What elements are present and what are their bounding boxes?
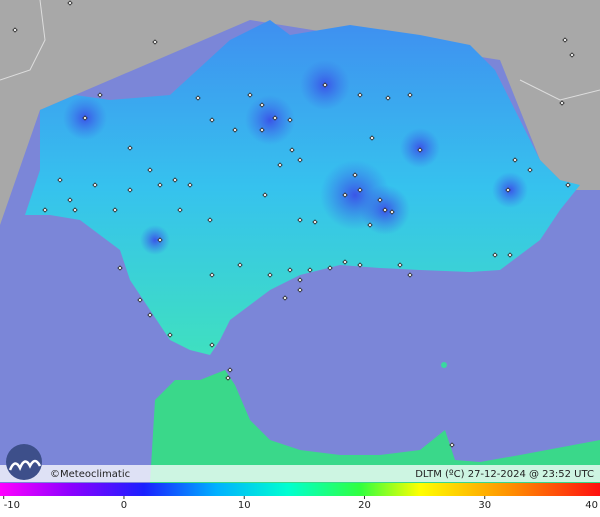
tick-label: 0 xyxy=(121,500,127,511)
andalusia xyxy=(25,20,580,355)
border xyxy=(0,0,46,81)
station xyxy=(327,265,333,271)
station xyxy=(289,147,295,153)
station xyxy=(352,172,358,178)
station xyxy=(449,442,455,448)
station xyxy=(377,197,383,203)
station xyxy=(207,217,213,223)
station xyxy=(72,207,78,213)
station xyxy=(42,207,48,213)
station xyxy=(272,115,278,121)
station xyxy=(297,277,303,283)
station xyxy=(97,92,103,98)
station xyxy=(297,287,303,293)
station xyxy=(357,187,363,193)
station xyxy=(227,367,233,373)
station xyxy=(137,297,143,303)
station xyxy=(209,272,215,278)
station xyxy=(259,102,265,108)
station xyxy=(385,95,391,101)
station xyxy=(297,217,303,223)
station xyxy=(282,295,288,301)
tick-label: 40 xyxy=(585,500,598,511)
station xyxy=(512,157,518,163)
land-outside xyxy=(0,0,600,225)
station xyxy=(67,197,73,203)
station xyxy=(167,332,173,338)
station xyxy=(287,117,293,123)
caption-bar xyxy=(0,465,600,482)
logo xyxy=(6,444,42,480)
station xyxy=(287,267,293,273)
station xyxy=(209,117,215,123)
caption: DLTM (ºC) 27-12-2024 @ 23:52 UTC xyxy=(415,469,594,480)
station xyxy=(225,375,231,381)
station xyxy=(342,192,348,198)
station xyxy=(369,135,375,141)
stations xyxy=(12,0,575,448)
station xyxy=(82,115,88,121)
station xyxy=(157,182,163,188)
station xyxy=(127,145,133,151)
station xyxy=(187,182,193,188)
station xyxy=(367,222,373,228)
station xyxy=(117,265,123,271)
station xyxy=(505,187,511,193)
station xyxy=(492,252,498,258)
station xyxy=(152,39,158,45)
station xyxy=(277,162,283,168)
station xyxy=(259,127,265,133)
station xyxy=(562,37,568,43)
station xyxy=(57,177,63,183)
station xyxy=(407,92,413,98)
station xyxy=(127,187,133,193)
station xyxy=(322,82,328,88)
station xyxy=(507,252,513,258)
station xyxy=(559,100,565,106)
station xyxy=(417,147,423,153)
color-scale-ticks: -10 0 10 20 30 40 xyxy=(3,496,598,511)
station xyxy=(157,237,163,243)
station xyxy=(382,207,388,213)
credit: ©Meteoclimatic xyxy=(50,469,130,480)
station xyxy=(397,262,403,268)
station xyxy=(172,177,178,183)
station xyxy=(312,219,318,225)
station xyxy=(92,182,98,188)
station xyxy=(232,127,238,133)
tick-label: 10 xyxy=(238,500,251,511)
station xyxy=(237,262,243,268)
station xyxy=(12,27,18,33)
station xyxy=(342,259,348,265)
station xyxy=(267,272,273,278)
station xyxy=(297,157,303,163)
color-scale xyxy=(0,483,600,496)
station xyxy=(307,267,313,273)
border xyxy=(519,79,600,101)
island xyxy=(441,362,447,368)
station xyxy=(357,262,363,268)
station xyxy=(569,52,575,58)
station xyxy=(67,0,73,6)
station xyxy=(112,207,118,213)
station xyxy=(565,182,571,188)
tick-label: 30 xyxy=(478,500,491,511)
station xyxy=(527,167,533,173)
station xyxy=(262,192,268,198)
tick-label: 20 xyxy=(358,500,371,511)
station xyxy=(407,272,413,278)
station xyxy=(177,207,183,213)
station xyxy=(147,167,153,173)
morocco xyxy=(150,370,600,483)
station xyxy=(195,95,201,101)
station xyxy=(357,92,363,98)
station xyxy=(389,209,395,215)
tick-label: -10 xyxy=(4,500,20,511)
station xyxy=(209,342,215,348)
station xyxy=(247,92,253,98)
station xyxy=(147,312,153,318)
